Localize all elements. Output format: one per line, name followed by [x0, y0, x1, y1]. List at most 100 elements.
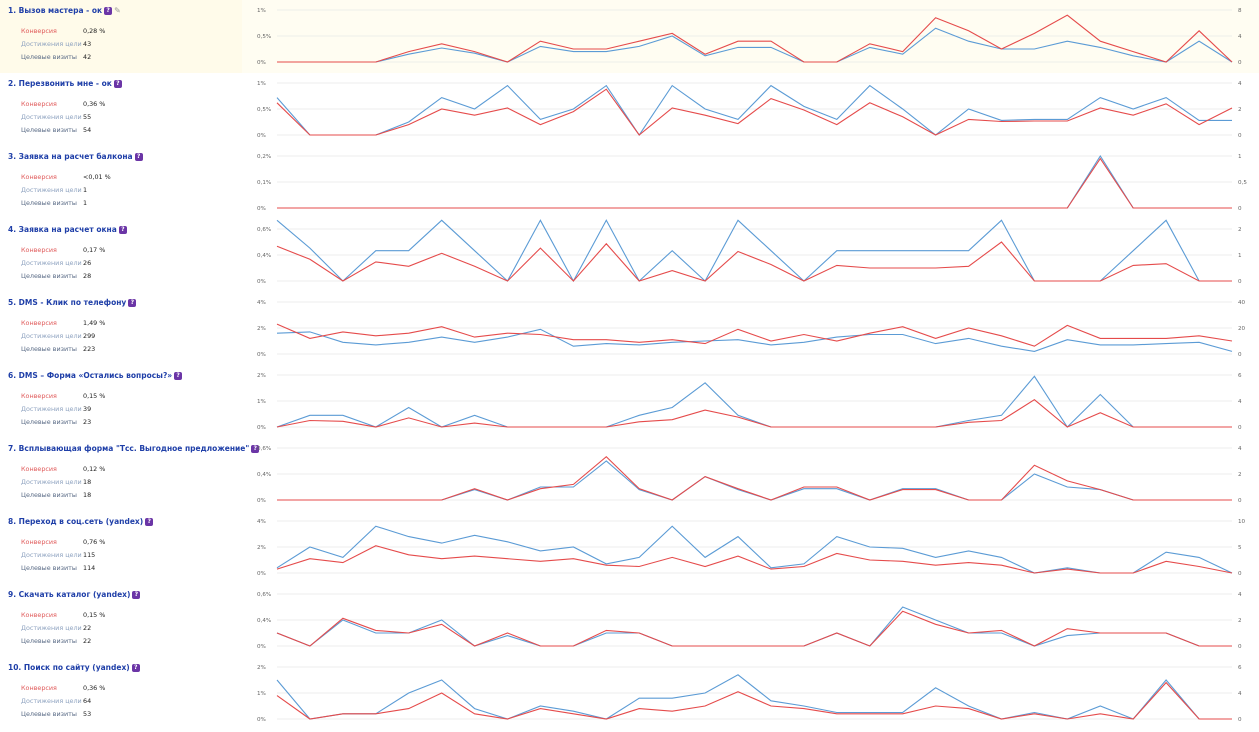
goal-row: 2. Перезвонить мне - ок? Конверсия 0,36 % Д…: [0, 73, 1259, 146]
right-axis-tick: 6: [1238, 665, 1242, 671]
goal-title-link[interactable]: 3. Заявка на расчет балкона?: [8, 152, 242, 161]
right-axis-tick: 0: [1238, 60, 1242, 66]
goal-title-link[interactable]: 2. Перезвонить мне - ок?: [8, 79, 242, 88]
left-axis-tick: 0,5%: [257, 107, 271, 113]
achievements-stat: Достижения цели26: [21, 259, 91, 267]
achievements-stat-label: Достижения цели: [21, 478, 82, 486]
achievements-stat-value: 22: [83, 624, 92, 632]
goal-chart: 0,2% 1 0,1% 0,5 0% 0: [242, 146, 1259, 219]
info-badge-icon[interactable]: ?: [118, 226, 127, 234]
goal-info: 6. DMS – Форма «Остались вопросы?»? Конве…: [0, 365, 242, 438]
left-axis-tick: 0%: [257, 571, 266, 577]
visits-stat: Целевые визиты 23: [21, 418, 91, 426]
conversion-stat-value: 0,36 %: [83, 684, 106, 692]
conversion-series-line: [277, 455, 1232, 501]
right-axis-tick: 1: [1238, 253, 1242, 259]
achievements-series-line: [276, 328, 1233, 352]
left-axis-tick: 0%: [257, 498, 266, 504]
info-badge-icon[interactable]: ?: [251, 445, 260, 453]
goal-info: 7. Всплывающая форма "Тсс. Выгодное пред…: [0, 438, 260, 511]
achievements-stat-value: 299: [83, 332, 96, 340]
line-chart-svg: 1% 4 0,5% 2 0% 0: [257, 81, 1242, 139]
conversion-stat: Конверсия 0,15 %: [21, 392, 105, 400]
conversion-stat-value: 0,36 %: [83, 100, 106, 108]
info-badge-icon[interactable]: ?: [104, 7, 113, 15]
visits-stat-value: 223: [83, 345, 96, 353]
visits-stat-label: Целевые визиты: [21, 418, 77, 426]
left-axis-tick: 2%: [257, 373, 266, 379]
conversion-stat-label: Конверсия: [21, 465, 57, 473]
achievements-stat-value: 55: [83, 113, 92, 121]
info-badge-icon[interactable]: ?: [174, 372, 183, 380]
conversion-stat-label: Конверсия: [21, 246, 57, 254]
goal-chart: 1% 8 0,5% 4 0% 0: [242, 0, 1259, 73]
goal-chart: 4% 40 2% 20 0% 0: [242, 292, 1259, 365]
achievements-stat: Достижения цели55: [21, 113, 91, 121]
achievements-stat-label: Достижения цели: [21, 332, 82, 340]
conversion-stat: Конверсия 0,15 %: [21, 611, 105, 619]
visits-stat-label: Целевые визиты: [21, 53, 77, 61]
achievements-series-line: [276, 674, 1232, 720]
left-axis-tick: 1%: [257, 81, 266, 87]
info-badge-icon[interactable]: ?: [132, 591, 141, 599]
conversion-stat-value: 0,15 %: [83, 392, 106, 400]
right-axis-tick: 0: [1238, 498, 1242, 504]
achievements-series-line: [276, 606, 1232, 647]
goal-chart: 0,6% 4 0,4% 2 0% 0: [242, 438, 1259, 511]
achievements-stat: Достижения цели64: [21, 697, 91, 705]
right-axis-tick: 2: [1238, 472, 1242, 478]
goal-title-link[interactable]: 6. DMS – Форма «Остались вопросы?»?: [8, 371, 242, 380]
goal-title-link[interactable]: 9. Скачать каталог (yandex)?: [8, 590, 242, 599]
achievements-stat: Достижения цели115: [21, 551, 95, 559]
goal-info: 4. Заявка на расчет окна? Конверсия 0,17 %…: [0, 219, 242, 292]
pencil-icon[interactable]: ✎: [114, 6, 121, 15]
left-axis-tick: 0,4%: [257, 472, 271, 478]
goal-title-text: 3. Заявка на расчет балкона: [8, 152, 133, 161]
visits-stat-value: 114: [83, 564, 96, 572]
info-badge-icon[interactable]: ?: [113, 80, 122, 88]
conversion-stat-label: Конверсия: [21, 173, 57, 181]
right-axis-tick: 0: [1238, 644, 1242, 650]
right-axis-tick: 4: [1238, 399, 1242, 405]
left-axis-tick: 0%: [257, 133, 266, 139]
conversion-stat: Конверсия 0,12 %: [21, 465, 105, 473]
visits-stat-value: 18: [83, 491, 92, 499]
goal-title-link[interactable]: 4. Заявка на расчет окна?: [8, 225, 242, 234]
goal-title-link[interactable]: 7. Всплывающая форма "Тсс. Выгодное пред…: [8, 444, 260, 453]
left-axis-tick: 0,6%: [257, 446, 271, 452]
goal-title-link[interactable]: 1. Вызов мастера - ок? ✎: [8, 6, 242, 15]
achievements-stat-label: Достижения цели: [21, 259, 82, 267]
left-axis-tick: 0%: [257, 425, 266, 431]
achievements-stat-label: Достижения цели: [21, 551, 82, 559]
goal-title-text: 7. Всплывающая форма "Тсс. Выгодное пред…: [8, 444, 250, 453]
goal-title-link[interactable]: 5. DMS - Клик по телефону?: [8, 298, 242, 307]
line-chart-svg: 4% 40 2% 20 0% 0: [257, 300, 1246, 358]
visits-stat: Целевые визиты 114: [21, 564, 95, 572]
goal-row: 9. Скачать каталог (yandex)? Конверсия 0,1…: [0, 584, 1259, 657]
goal-info: 9. Скачать каталог (yandex)? Конверсия 0,1…: [0, 584, 242, 657]
info-badge-icon[interactable]: ?: [134, 153, 143, 161]
achievements-stat-label: Достижения цели: [21, 624, 82, 632]
info-badge-icon[interactable]: ?: [145, 518, 154, 526]
left-axis-tick: 2%: [257, 665, 266, 671]
achievements-stat-value: 26: [83, 259, 92, 267]
goal-title-link[interactable]: 10. Поиск по сайту (yandex)?: [8, 663, 242, 672]
info-badge-icon[interactable]: ?: [131, 664, 140, 672]
achievements-stat-label: Достижения цели: [21, 186, 82, 194]
right-axis-tick: 2: [1238, 227, 1242, 233]
goal-row: 3. Заявка на расчет балкона? Конверсия <0,…: [0, 146, 1259, 219]
achievements-stat: Достижения цели22: [21, 624, 91, 632]
visits-stat-label: Целевые визиты: [21, 710, 77, 718]
right-axis-tick: 0: [1238, 206, 1242, 212]
left-axis-tick: 0%: [257, 206, 266, 212]
achievements-series-line: [276, 375, 1232, 428]
goal-title-link[interactable]: 8. Переход в соц.сеть (yandex)?: [8, 517, 242, 526]
visits-stat-value: 28: [83, 272, 92, 280]
goal-row: 7. Всплывающая форма "Тсс. Выгодное пред…: [0, 438, 1259, 511]
conversion-stat-label: Конверсия: [21, 100, 57, 108]
goal-row: 5. DMS - Клик по телефону? Конверсия 1,49 …: [0, 292, 1259, 365]
visits-stat: Целевые визиты 223: [21, 345, 95, 353]
visits-stat: Целевые визиты 42: [21, 53, 91, 61]
right-axis-tick: 0: [1238, 352, 1242, 358]
info-badge-icon[interactable]: ?: [128, 299, 137, 307]
